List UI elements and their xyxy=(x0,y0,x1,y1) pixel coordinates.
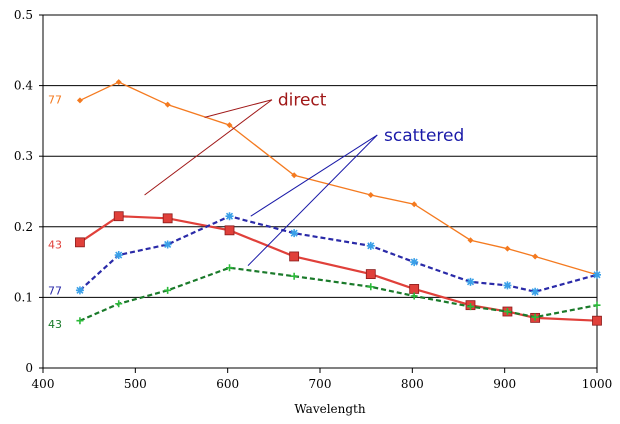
data-point xyxy=(289,251,300,262)
series-group xyxy=(75,79,602,326)
y-tick-label: 0.4 xyxy=(14,79,33,93)
data-point xyxy=(593,301,601,309)
series-tag: 43 xyxy=(48,238,62,251)
annotation-pointer xyxy=(247,134,378,266)
annotation-scattered: scattered xyxy=(247,126,464,266)
annotations: 77 43 77 43 direct scattered xyxy=(48,91,464,332)
x-tick-label: 800 xyxy=(401,377,424,391)
data-point xyxy=(410,258,419,267)
data-point xyxy=(75,237,85,248)
data-point xyxy=(164,101,171,108)
plot-frame xyxy=(42,14,598,369)
data-point xyxy=(291,172,298,179)
data-point xyxy=(467,303,475,311)
data-point xyxy=(226,264,234,272)
x-tick-label: 600 xyxy=(216,377,239,391)
data-point xyxy=(224,225,235,236)
y-tick-label: 0 xyxy=(25,361,33,375)
data-point xyxy=(410,292,418,300)
data-point xyxy=(164,286,172,294)
y-tick-label: 0.2 xyxy=(14,220,33,234)
data-point xyxy=(409,284,420,294)
y-tick-label: 0.3 xyxy=(14,149,33,163)
x-tick-label: 700 xyxy=(309,377,332,391)
axes: 0 0.1 0.2 0.3 0.4 0.5 400 500 600 700 800 900 1000 xyxy=(14,8,612,391)
series-tag: 77 xyxy=(48,284,62,297)
y-tick-label: 0.1 xyxy=(14,290,33,304)
series-1 xyxy=(75,211,602,326)
series-line xyxy=(79,266,598,322)
x-axis-title: Wavelength xyxy=(294,402,365,416)
data-point xyxy=(76,317,84,325)
annotation-pointer xyxy=(144,99,273,196)
data-point xyxy=(503,308,511,316)
series-2 xyxy=(75,212,601,296)
data-point xyxy=(532,253,539,260)
series-3 xyxy=(76,264,601,325)
data-point xyxy=(290,229,299,238)
series-line xyxy=(79,215,598,293)
data-point xyxy=(114,251,123,260)
grid xyxy=(43,85,597,298)
data-point xyxy=(75,286,84,295)
data-point xyxy=(366,241,375,250)
data-point xyxy=(365,269,376,280)
data-point xyxy=(162,213,173,224)
data-point xyxy=(226,122,233,129)
data-point xyxy=(592,315,602,326)
annotation-label: scattered xyxy=(384,126,464,146)
annotation-label: direct xyxy=(278,91,327,111)
annotation-pointer xyxy=(204,99,273,118)
series-tag: 77 xyxy=(48,94,62,107)
x-tick-label: 1000 xyxy=(582,377,613,391)
data-point xyxy=(531,287,540,296)
data-point xyxy=(593,270,601,279)
data-point xyxy=(115,300,123,308)
series-0 xyxy=(76,79,600,278)
data-point xyxy=(531,313,539,321)
x-tick-label: 900 xyxy=(493,377,516,391)
data-point xyxy=(504,245,511,252)
data-point xyxy=(503,281,512,290)
data-point xyxy=(163,240,172,249)
data-point xyxy=(225,212,234,221)
data-point xyxy=(76,97,83,104)
annotation-direct: direct xyxy=(144,91,327,196)
data-point xyxy=(411,201,418,208)
series-line xyxy=(79,215,598,322)
data-point xyxy=(466,277,475,286)
data-point xyxy=(367,283,375,291)
y-tick-label: 0.5 xyxy=(14,8,33,22)
data-point xyxy=(367,192,374,199)
data-point xyxy=(115,79,122,86)
data-point xyxy=(113,211,124,222)
annotation-pointer xyxy=(250,134,378,217)
data-point xyxy=(467,237,474,244)
series-tag: 43 xyxy=(48,318,62,331)
x-tick-label: 500 xyxy=(124,377,147,391)
x-tick-label: 400 xyxy=(32,377,55,391)
data-point xyxy=(290,272,298,280)
